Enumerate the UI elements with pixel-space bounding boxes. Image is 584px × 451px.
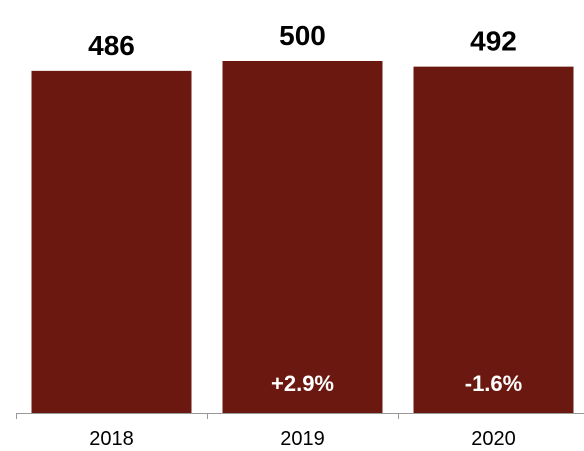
x-tick-label-2019: 2019 bbox=[280, 428, 325, 450]
bars-group bbox=[31, 61, 574, 413]
labels-group: 486 500 +2.9% 492 -1.6% bbox=[88, 20, 522, 396]
bar-2018 bbox=[31, 70, 192, 413]
x-tick-label-2018: 2018 bbox=[89, 428, 134, 450]
x-axis: 2018 2019 2020 bbox=[16, 413, 584, 450]
bar-2020 bbox=[413, 66, 574, 413]
value-label-2018: 486 bbox=[88, 30, 135, 61]
x-tick-label-2020: 2020 bbox=[471, 428, 516, 450]
bar-2019 bbox=[222, 61, 383, 413]
change-label-2019: +2.9% bbox=[271, 371, 334, 396]
value-label-2020: 492 bbox=[470, 26, 517, 57]
value-label-2019: 500 bbox=[279, 20, 326, 51]
change-label-2020: -1.6% bbox=[465, 371, 522, 396]
